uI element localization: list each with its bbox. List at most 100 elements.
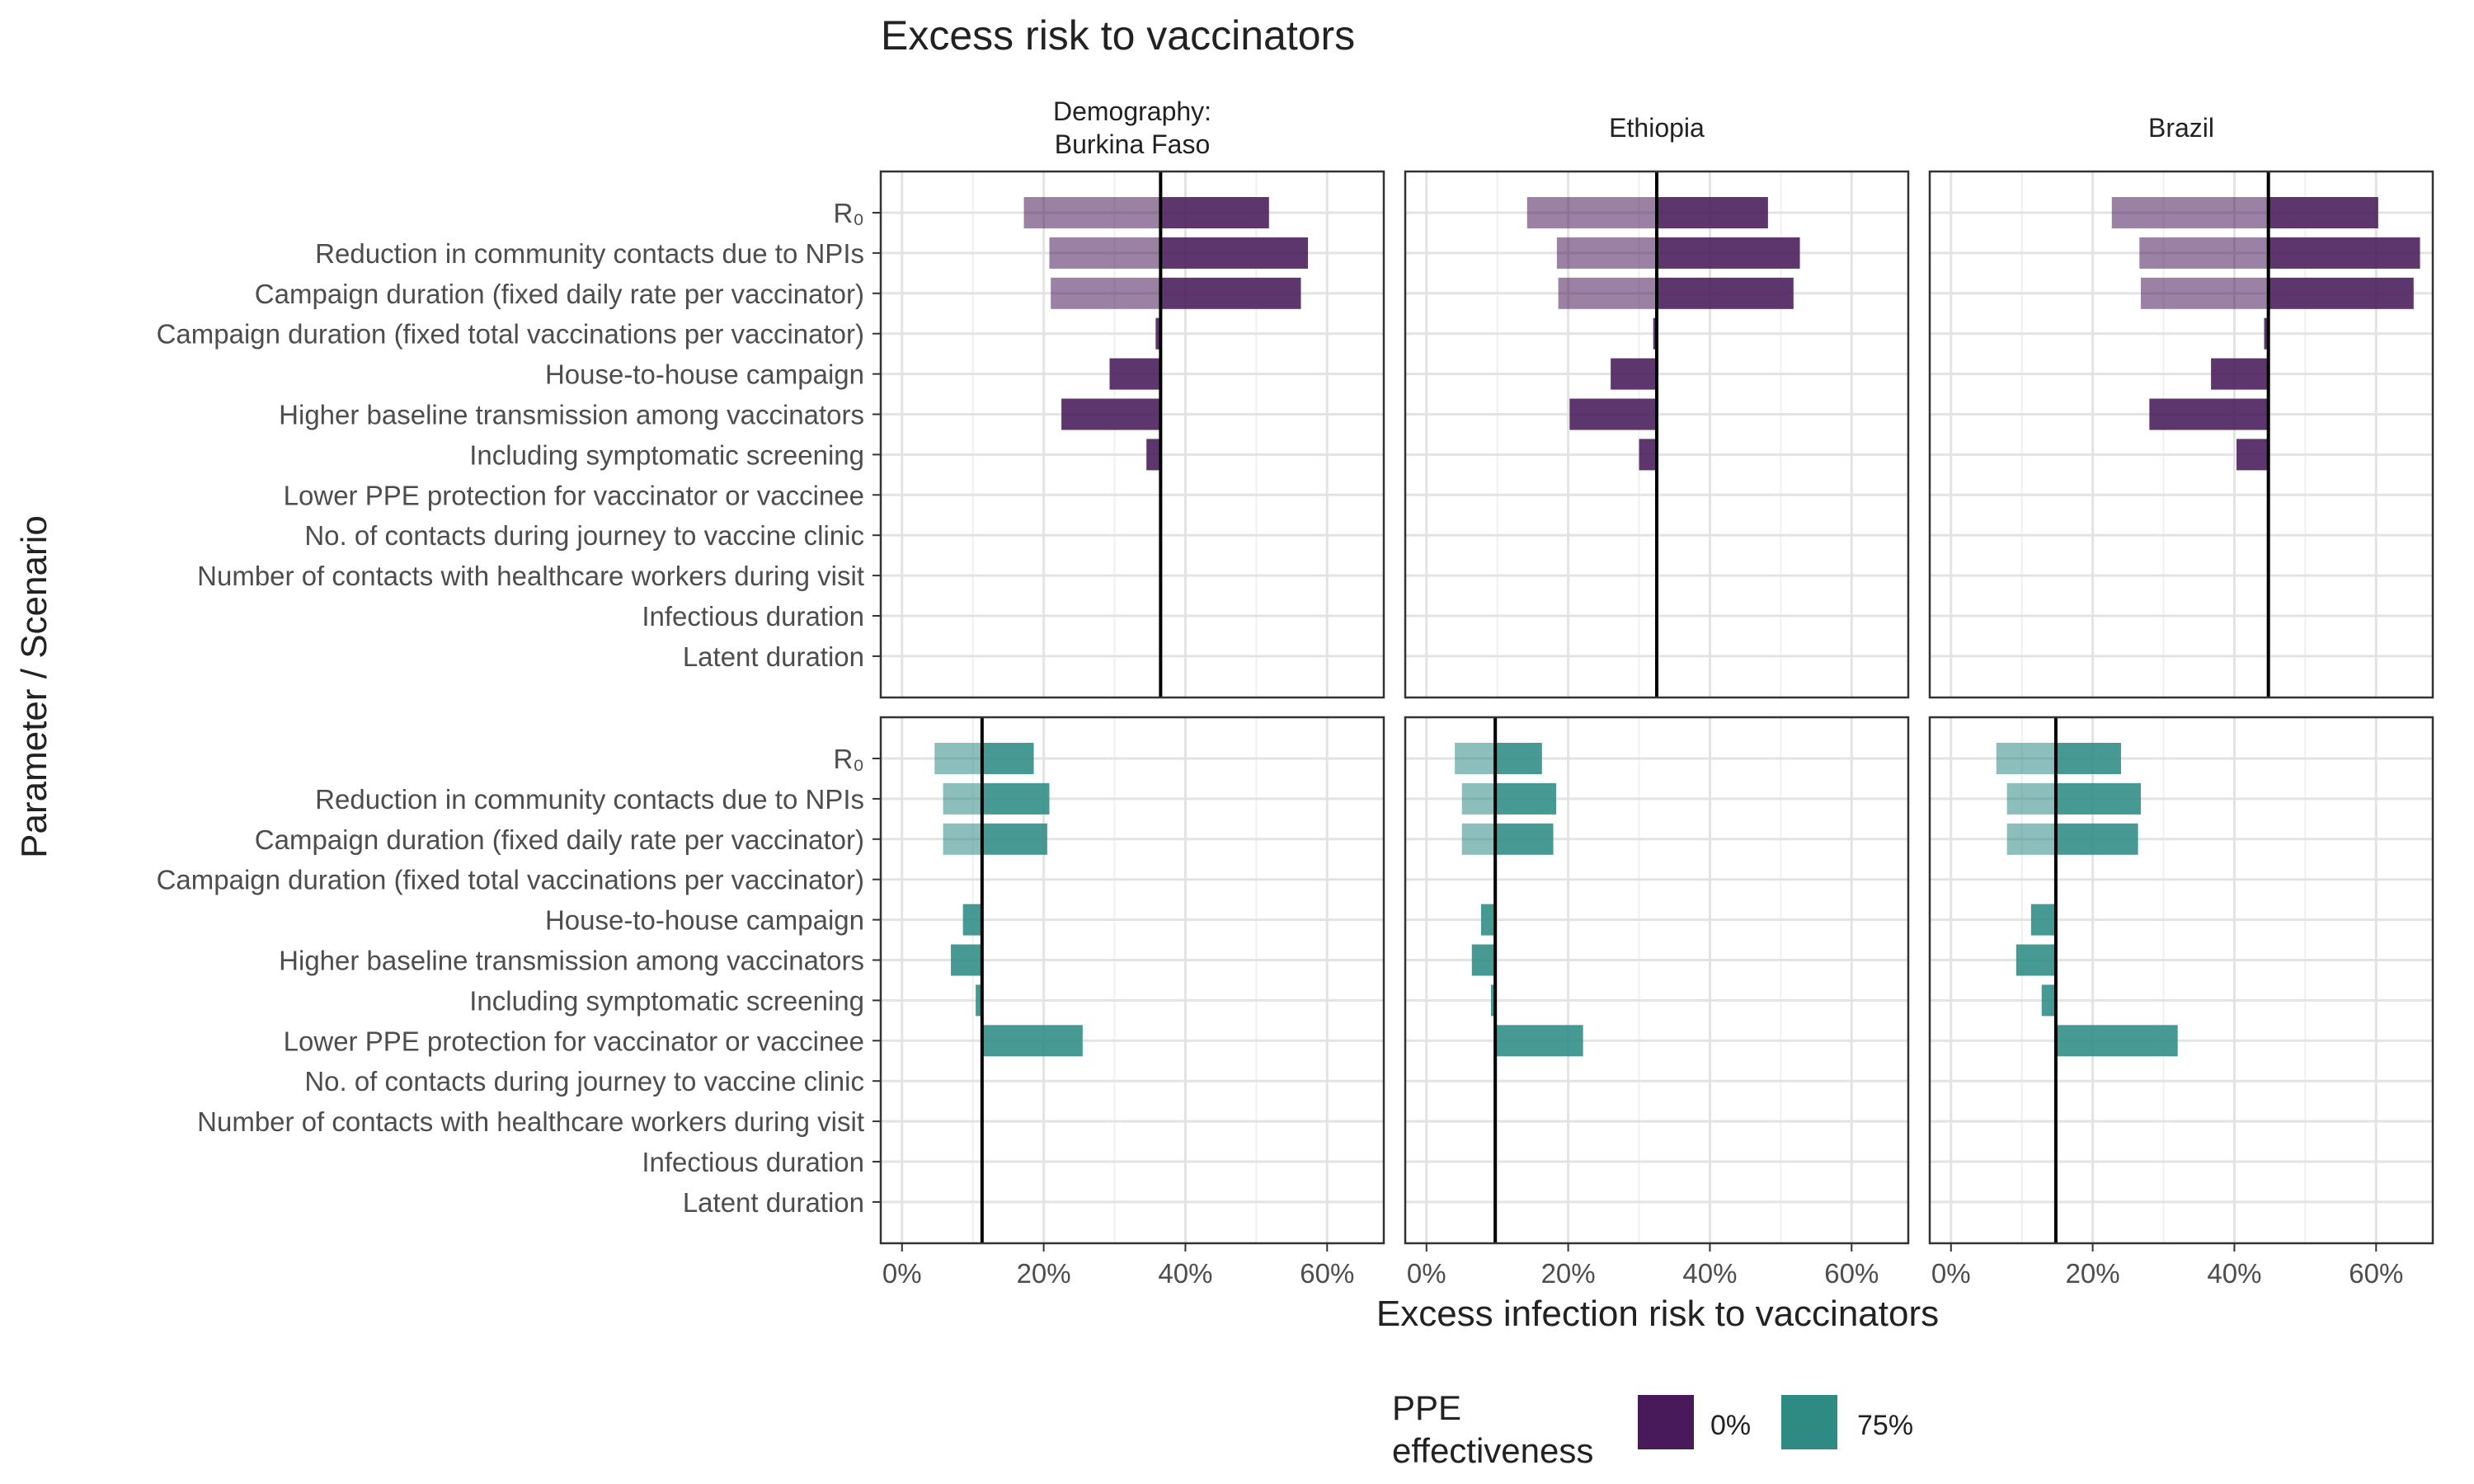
legend-key-75pct [1781, 1395, 1837, 1449]
bar-high [1495, 782, 1556, 815]
bar-high [1611, 358, 1657, 390]
y-tick-label: R₀ [833, 744, 864, 774]
x-tick-label: 20% [1017, 1258, 1071, 1289]
x-tick-label: 0% [1931, 1258, 1971, 1289]
panel-border [1404, 170, 1910, 699]
bar-high [1160, 237, 1309, 269]
bar-high [1155, 317, 1161, 350]
bar-high [1657, 197, 1768, 228]
bar-high [2268, 197, 2378, 228]
y-tick-label: Higher baseline transmission among vacci… [279, 946, 864, 976]
y-tick-label: Reduction in community contacts due to N… [315, 238, 864, 269]
bar-high [2268, 237, 2420, 269]
panel [1928, 716, 2434, 1245]
panel [1404, 170, 1910, 699]
legend-label-75pct: 75% [1857, 1410, 1913, 1441]
x-tick-label: 40% [1682, 1258, 1737, 1289]
strip-label: Ethiopia [1609, 113, 1705, 143]
legend: PPE effectiveness 0% 75% [1392, 1388, 1913, 1470]
bar-low [2139, 237, 2269, 269]
bar-high [1146, 439, 1161, 471]
legend-key-0pct [1638, 1395, 1694, 1449]
y-tick-label: No. of contacts during journey to vaccin… [304, 520, 864, 551]
x-tick-label: 60% [1300, 1258, 1354, 1289]
legend-title-line1: PPE [1392, 1388, 1461, 1427]
bar-high [1569, 398, 1657, 430]
y-tick-label: Reduction in community contacts due to N… [315, 784, 864, 815]
y-tick-label: Lower PPE protection for vaccinator or v… [284, 480, 864, 510]
x-tick-label: 20% [1541, 1258, 1596, 1289]
bar-high [981, 1025, 1083, 1057]
y-tick-label: Including symptomatic screening [469, 985, 864, 1016]
bar-high [1495, 743, 1542, 774]
legend-label-0pct: 0% [1710, 1410, 1751, 1441]
bar-low [1051, 277, 1161, 309]
bar-high [1109, 358, 1161, 390]
x-tick-label: 40% [1158, 1258, 1212, 1289]
y-tick-label: Campaign duration (fixed daily rate per … [255, 824, 864, 855]
bar-high [2055, 823, 2138, 855]
bar-high [2149, 398, 2269, 430]
legend-title-line2: effectiveness [1392, 1431, 1593, 1470]
bar-low [1996, 743, 2056, 774]
bar-high [1160, 197, 1269, 228]
bar-low [1455, 743, 1496, 774]
bar-high [2268, 277, 2414, 309]
strip-label: Brazil [2148, 113, 2214, 143]
y-tick-label: Infectious duration [642, 601, 864, 632]
y-tick-label: House-to-house campaign [545, 359, 864, 390]
bar-high [1160, 277, 1301, 309]
panel [879, 716, 1385, 1245]
strip-label: Demography: [1053, 96, 1211, 126]
bar-low [1023, 197, 1161, 228]
y-tick-label: Latent duration [683, 641, 864, 672]
bar-high [976, 984, 982, 1017]
bar-high [1495, 823, 1554, 855]
panel [879, 170, 1385, 699]
y-tick-label: Higher baseline transmission among vacci… [279, 400, 864, 430]
bar-high [1495, 1025, 1583, 1057]
bar-high [1480, 904, 1496, 936]
bar-low [1526, 197, 1657, 228]
bar-high [1657, 237, 1800, 269]
y-tick-label: Campaign duration (fixed total vaccinati… [157, 319, 864, 350]
x-tick-label: 0% [1407, 1258, 1446, 1289]
bar-low [943, 823, 982, 855]
bar-high [2236, 439, 2269, 471]
panel-border [1928, 170, 2434, 699]
bar-high [1490, 984, 1496, 1017]
panel-border [879, 716, 1385, 1245]
x-axis-label: Excess infection risk to vaccinators [1376, 1294, 1939, 1334]
bar-high [981, 782, 1050, 815]
bar-high [2015, 944, 2056, 976]
strip-label: Burkina Faso [1055, 129, 1211, 159]
y-axis-label: Parameter / Scenario [14, 515, 54, 858]
y-tick-label: No. of contacts during journey to vaccin… [304, 1066, 864, 1097]
bar-low [2111, 197, 2269, 228]
bar-high [962, 904, 982, 936]
y-tick-label: Including symptomatic screening [469, 439, 864, 470]
bar-low [1049, 237, 1161, 269]
bar-high [1061, 398, 1161, 430]
y-tick-label: Infectious duration [642, 1147, 864, 1177]
x-tick-label: 20% [2066, 1258, 2120, 1289]
y-tick-label: House-to-house campaign [545, 905, 864, 936]
bar-low [2141, 277, 2269, 309]
bar-high [981, 743, 1034, 774]
x-tick-label: 60% [1824, 1258, 1879, 1289]
panel-border [1928, 716, 2434, 1245]
chart-title: Excess risk to vaccinators [881, 12, 1355, 59]
bar-high [2055, 782, 2142, 815]
bar-low [2006, 823, 2056, 855]
panel [1928, 170, 2434, 699]
bar-high [1639, 439, 1657, 471]
bar-low [2006, 782, 2056, 815]
bar-high [1657, 277, 1794, 309]
bar-low [1461, 823, 1496, 855]
bar-high [2264, 317, 2269, 350]
y-tick-label: Latent duration [683, 1187, 864, 1218]
bar-high [1471, 944, 1496, 976]
y-tick-label: Campaign duration (fixed daily rate per … [255, 279, 864, 309]
panel-border [879, 170, 1385, 699]
x-tick-label: 60% [2349, 1258, 2403, 1289]
